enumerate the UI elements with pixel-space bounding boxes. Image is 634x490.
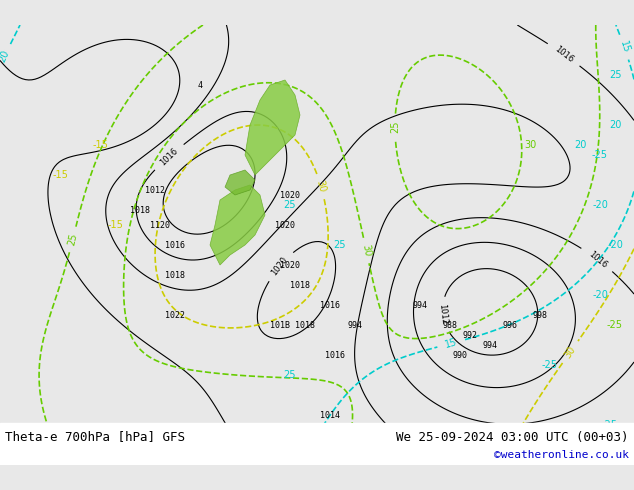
Text: -15: -15: [92, 140, 108, 150]
Text: 1012: 1012: [437, 304, 449, 325]
Text: 1018: 1018: [165, 270, 185, 279]
Bar: [0, 423, 634, 465]
Text: 996: 996: [503, 320, 517, 329]
Text: 1020: 1020: [275, 220, 295, 229]
Text: 25: 25: [390, 121, 400, 133]
Text: 1012: 1012: [145, 186, 165, 195]
Text: 1022: 1022: [165, 311, 185, 319]
Text: 20: 20: [574, 140, 586, 150]
Text: 1018: 1018: [290, 280, 310, 290]
Text: 1016: 1016: [586, 249, 609, 270]
Text: -20: -20: [592, 200, 608, 210]
Text: 1018: 1018: [295, 320, 315, 329]
Text: 1022: 1022: [68, 450, 92, 460]
Text: 1020: 1020: [270, 255, 290, 277]
Polygon shape: [245, 80, 300, 175]
Text: 25: 25: [284, 200, 296, 210]
Text: Theta-e 700hPa [hPa] GFS: Theta-e 700hPa [hPa] GFS: [5, 431, 185, 443]
Text: -20: -20: [607, 240, 623, 250]
Text: 994: 994: [482, 341, 498, 349]
Text: 990: 990: [453, 350, 467, 360]
Text: 1016: 1016: [165, 241, 185, 249]
Text: -25: -25: [542, 360, 558, 370]
Text: -15: -15: [107, 220, 123, 230]
Text: -15: -15: [52, 170, 68, 180]
Text: 25: 25: [609, 70, 621, 80]
Text: 998: 998: [533, 311, 548, 319]
Text: 1016: 1016: [325, 350, 345, 360]
Text: ©weatheronline.co.uk: ©weatheronline.co.uk: [494, 450, 629, 460]
Text: 994: 994: [413, 300, 427, 310]
Text: -25: -25: [607, 320, 623, 330]
Text: 1016: 1016: [158, 147, 179, 168]
Text: 1016: 1016: [320, 300, 340, 310]
Text: 20: 20: [0, 48, 11, 64]
Text: 994: 994: [347, 320, 363, 329]
Text: 25: 25: [333, 240, 346, 250]
Text: 1018: 1018: [130, 205, 150, 215]
Text: 992: 992: [462, 330, 477, 340]
Text: 4: 4: [198, 80, 202, 90]
Text: 30: 30: [524, 140, 536, 150]
Text: 1014: 1014: [320, 411, 340, 419]
Text: 30: 30: [563, 344, 578, 360]
Text: 15: 15: [444, 337, 458, 350]
Text: 20: 20: [609, 120, 621, 130]
Polygon shape: [225, 170, 255, 195]
Text: 30: 30: [360, 244, 372, 258]
Polygon shape: [210, 185, 265, 265]
Text: 1016: 1016: [553, 45, 575, 65]
Text: 25: 25: [67, 232, 79, 246]
Text: 1012: 1012: [300, 431, 320, 440]
Text: 988: 988: [443, 320, 458, 329]
Text: We 25-09-2024 03:00 UTC (00+03): We 25-09-2024 03:00 UTC (00+03): [396, 431, 629, 443]
Text: 30: 30: [314, 179, 327, 194]
Text: 1020: 1020: [232, 438, 250, 461]
Text: -25: -25: [592, 150, 608, 160]
Text: 1020: 1020: [280, 191, 300, 199]
Text: 25: 25: [284, 370, 296, 380]
Text: -15: -15: [482, 450, 498, 460]
Text: 1020: 1020: [280, 261, 300, 270]
Text: 1010: 1010: [320, 436, 340, 444]
Text: -25: -25: [602, 420, 618, 430]
Text: 15: 15: [618, 40, 631, 54]
Text: 1120: 1120: [150, 220, 170, 229]
Text: -20: -20: [592, 290, 608, 300]
Text: 101B: 101B: [270, 320, 290, 329]
